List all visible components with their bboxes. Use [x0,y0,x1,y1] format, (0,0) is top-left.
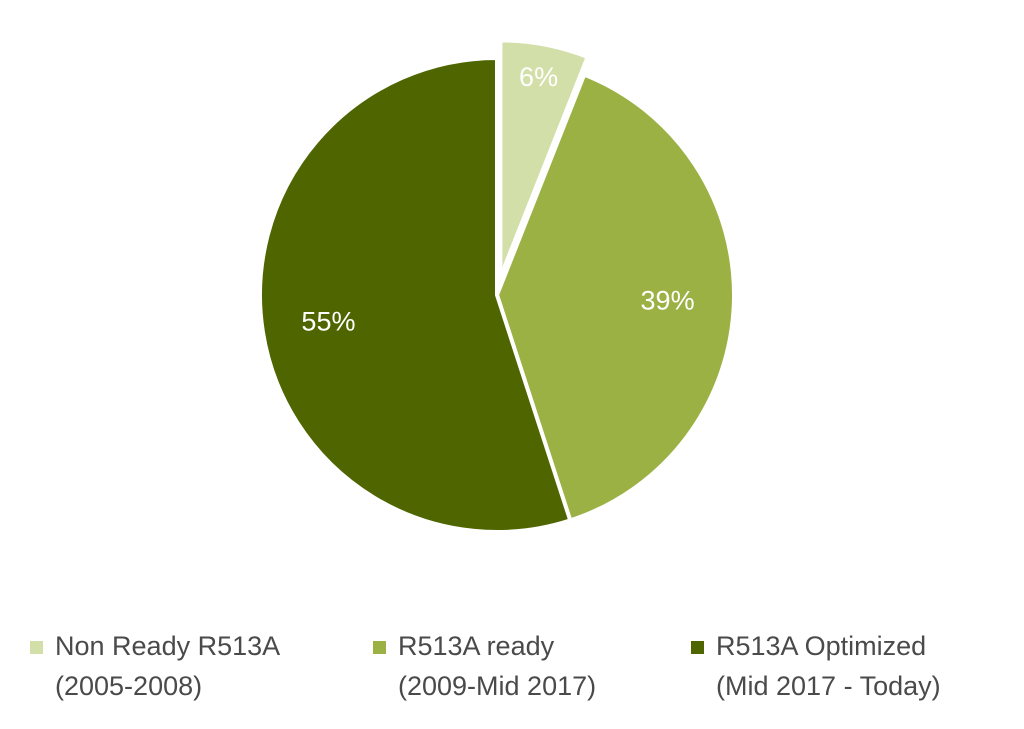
slice-label-non-ready: 6% [519,62,558,92]
pie-plot-area: 6% 39% 55% [258,38,736,534]
pie-slice-non-ready [498,38,590,280]
pie-slice-ready [495,72,736,523]
pie-slice-optimized [258,56,573,534]
legend-sublabel-ready: (2009-Mid 2017) [398,671,597,701]
legend-swatch-ready [373,641,386,654]
slice-label-optimized: 55% [301,307,355,337]
legend-swatch-optimized [691,641,704,654]
legend-label-optimized: R513A Optimized [716,631,927,661]
legend-sublabel-optimized: (Mid 2017 - Today) [716,671,941,701]
legend-sublabel-non-ready: (2005-2008) [55,671,203,701]
legend-label-ready: R513A ready [398,631,555,661]
slice-label-ready: 39% [641,285,695,315]
legend-label-non-ready: Non Ready R513A [55,631,281,661]
legend-swatch-non-ready [30,641,43,654]
legend: Non Ready R513A (2005-2008) R513A ready … [0,626,1024,716]
